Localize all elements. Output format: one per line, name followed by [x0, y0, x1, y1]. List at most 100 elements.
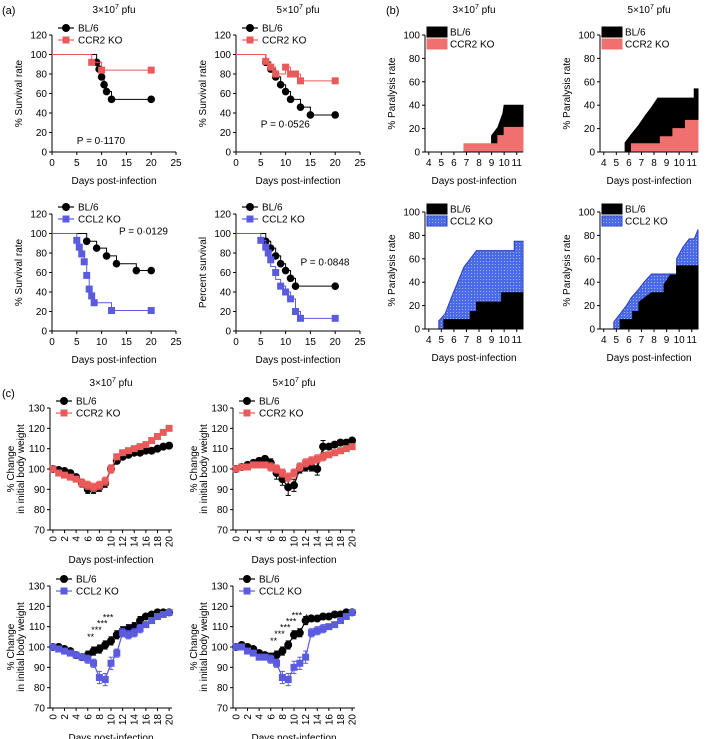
- x-tick-label: 2: [60, 536, 71, 542]
- x-tick-label: 18: [336, 714, 347, 726]
- data-point: [130, 445, 138, 453]
- panel-label-a: (a): [2, 5, 15, 17]
- data-point: [124, 631, 132, 639]
- panel-label-c: (c): [2, 388, 15, 400]
- data-point: [278, 674, 286, 681]
- data-point: [290, 481, 298, 490]
- x-tick-label: 9: [664, 158, 670, 169]
- area-bl-6: [600, 265, 699, 330]
- x-tick-label: 7: [639, 158, 645, 169]
- y-tick-label: 0: [41, 327, 47, 338]
- x-tick-label: 16: [141, 714, 152, 726]
- legend-label: BL/6: [259, 575, 280, 586]
- y-axis-label: % Survival rate: [198, 59, 209, 127]
- significance-label: **: [305, 613, 313, 623]
- y-tick-label: 80: [34, 683, 46, 694]
- y-tick-label: 20: [584, 124, 596, 135]
- y-tick-label: 80: [409, 54, 421, 65]
- x-tick-label: 0: [48, 714, 59, 720]
- data-point: [255, 461, 263, 469]
- data-point: [296, 463, 304, 471]
- legend-marker: [62, 215, 70, 223]
- y-tick-label: 100: [211, 643, 228, 654]
- x-tick-label: 8: [95, 536, 106, 542]
- x-tick-label: 25: [170, 337, 182, 348]
- data-point: [267, 256, 275, 264]
- data-point: [238, 643, 246, 651]
- x-tick-label: 20: [330, 158, 342, 169]
- data-point: [90, 299, 98, 307]
- data-point: [153, 432, 161, 440]
- y-tick-label: 100: [28, 465, 45, 476]
- y-tick-label: 80: [220, 249, 232, 260]
- x-tick-label: 10: [280, 337, 292, 348]
- x-axis-label: Days post-infection: [71, 355, 156, 366]
- data-point: [92, 244, 101, 252]
- data-point: [147, 266, 155, 275]
- x-tick-label: 7: [464, 335, 470, 346]
- y-tick-label: 100: [30, 229, 47, 240]
- chart-b2: 5×107 pfu 0 20 40 60 80 100 4 5 6 7 8 9 10 11 Days post…: [562, 4, 699, 187]
- legend-swatch: [601, 203, 623, 215]
- x-tick-label: 16: [324, 536, 335, 548]
- legend-label: CCL2 KO: [450, 217, 493, 228]
- y-axis-label: % Change: [189, 445, 200, 492]
- legend-label: BL/6: [78, 24, 99, 35]
- series-line: [236, 233, 336, 319]
- data-point: [136, 616, 145, 625]
- data-point: [302, 653, 310, 661]
- chart-title: 5×107 pfu: [276, 4, 319, 16]
- y-tick-label: 0: [414, 325, 420, 336]
- legend-label: CCR2 KO: [262, 36, 307, 47]
- y-tick-label: 80: [409, 231, 421, 242]
- data-point: [284, 640, 293, 649]
- data-point: [342, 445, 350, 453]
- data-point: [78, 250, 86, 258]
- x-tick-label: 10: [280, 158, 292, 169]
- y-axis-label: % Paralysis rate: [562, 57, 573, 130]
- x-tick-label: 11: [512, 335, 523, 346]
- y-axis-label: % Survival rate: [14, 238, 25, 306]
- area-ccr2-ko: [425, 126, 524, 153]
- data-point: [244, 463, 252, 471]
- y-tick-label: 70: [217, 526, 229, 537]
- y-tick-label: 40: [584, 101, 596, 112]
- x-tick-label: 20: [146, 337, 158, 348]
- data-point: [267, 463, 275, 471]
- x-axis-label: Days post-infection: [68, 733, 153, 739]
- y-tick-label: 110: [212, 444, 228, 455]
- x-tick-label: 9: [489, 158, 495, 169]
- data-point: [267, 63, 275, 71]
- legend-swatch: [601, 26, 623, 38]
- significance-label: ***: [286, 617, 297, 627]
- legend-marker: [243, 575, 251, 583]
- data-point: [72, 475, 80, 483]
- y-axis-label: % Change: [189, 623, 200, 670]
- chart-c1: 3×107 pfu 70 80 90 100 110 120 130 0 2 4 6 8 10 12 14 16…: [6, 377, 176, 566]
- chart-b3: 0 20 40 60 80 100 4 5 6 7 8 9 10 11 Days post-infectio…: [387, 203, 524, 364]
- significance-label: ***: [274, 629, 285, 639]
- y-tick-label: 120: [28, 424, 45, 435]
- data-point: [232, 465, 240, 473]
- y-tick-label: 90: [217, 663, 229, 674]
- y-tick-label: 0: [41, 148, 47, 159]
- data-point: [264, 249, 272, 257]
- y-tick-label: 80: [34, 505, 46, 516]
- legend-label: BL/6: [262, 203, 283, 214]
- x-tick-label: 6: [266, 714, 277, 720]
- data-point: [291, 282, 300, 290]
- y-tick-label: 60: [584, 254, 596, 265]
- data-point: [142, 441, 150, 449]
- data-point: [249, 461, 257, 469]
- y-tick-label: 120: [214, 31, 231, 42]
- p-value: P = 0·0848: [300, 258, 349, 269]
- data-point: [66, 473, 74, 481]
- significance-label: ***: [103, 613, 114, 623]
- x-tick-label: 14: [130, 714, 141, 726]
- legend-swatch: [426, 203, 448, 215]
- legend-label: BL/6: [259, 397, 280, 408]
- y-tick-label: 110: [29, 444, 45, 455]
- data-point: [290, 469, 298, 477]
- y-tick-label: 100: [403, 31, 420, 42]
